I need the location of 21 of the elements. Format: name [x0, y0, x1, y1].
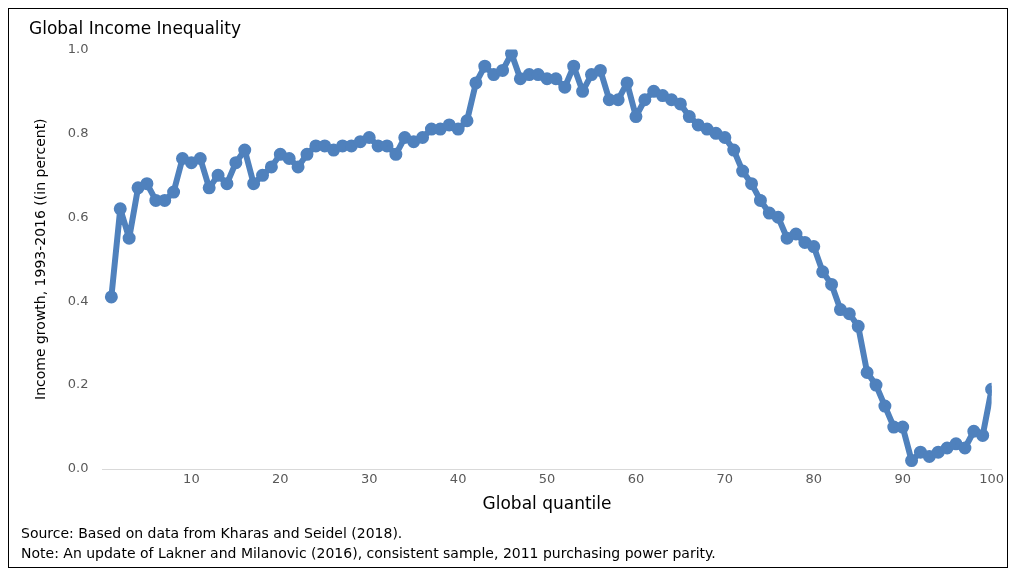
x-tick-label: 30 [360, 471, 378, 487]
y-tick-label: 0.6 [67, 208, 89, 224]
x-tick-label: 20 [272, 471, 289, 487]
x-axis-title: Global quantile [482, 493, 612, 514]
x-tick-label: 70 [716, 471, 734, 487]
source-note: Source: Based on data from Kharas and Seidel (2018). [21, 524, 404, 543]
x-tick-label: 10 [183, 471, 200, 487]
x-tick-label: 90 [894, 471, 911, 487]
x-tick-label: 50 [538, 471, 556, 487]
y-tick-label: 0.0 [67, 460, 89, 476]
y-tick-label: 0.2 [67, 376, 89, 392]
x-tick-label: 40 [449, 471, 467, 487]
x-tick-label: 80 [805, 471, 823, 487]
y-tick-label: 0.4 [67, 292, 89, 308]
y-axis-title: Income growth, 1993-2016 ((in percent) [32, 118, 49, 400]
y-tick-label: 0.8 [67, 124, 89, 140]
text: Note: An update of Lakner and Milanovic (2016), consistent sample, 2011 purchasing power parity. [21, 544, 717, 563]
x-tick-label: 60 [627, 471, 645, 487]
y-tick-label: 1.0 [67, 40, 89, 56]
chart-title: Global Income Inequality [29, 17, 241, 38]
x-tick-label: 100 [979, 471, 1005, 487]
